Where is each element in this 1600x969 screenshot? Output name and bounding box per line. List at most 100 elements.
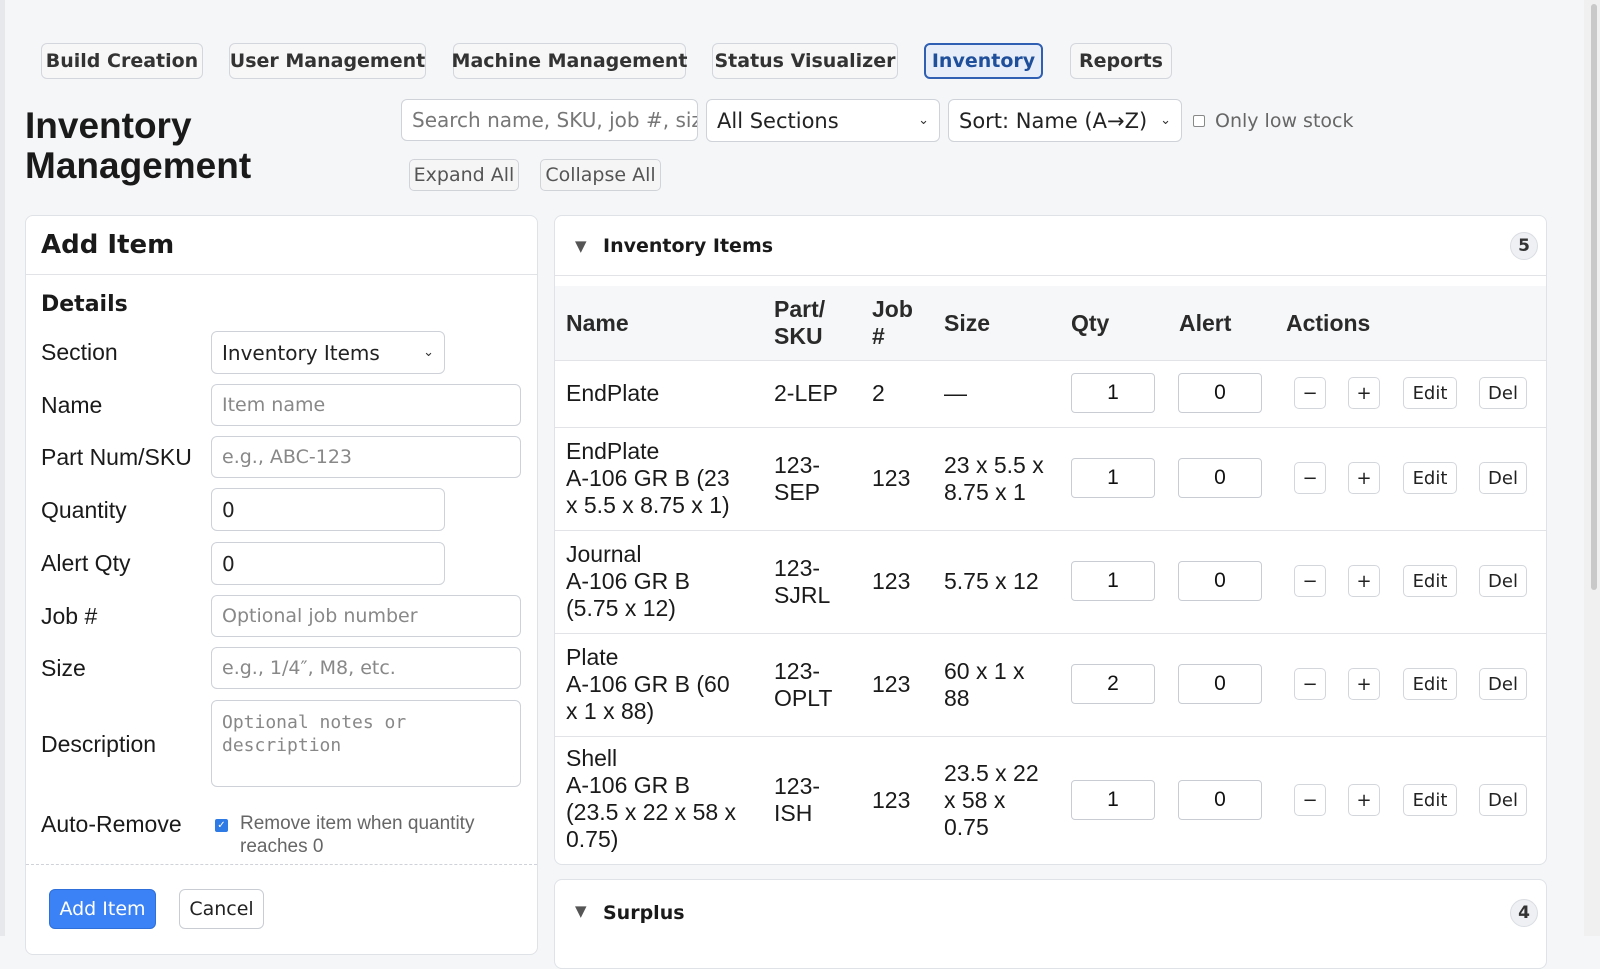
- row-name: EndPlate A-106 GR B (23 x 5.5 x 8.75 x 1…: [566, 438, 730, 519]
- section-title: Inventory Items: [603, 234, 774, 257]
- nav-tab-build-creation[interactable]: Build Creation: [41, 43, 203, 79]
- sort-select[interactable]: Sort: Name (A→Z) ⌄: [948, 99, 1182, 142]
- col-header-size: Size: [944, 310, 991, 336]
- row-name: Shell A-106 GR B (23.5 x 22 x 58 x 0.75): [566, 745, 736, 853]
- sku-input[interactable]: e.g., ABC-123: [211, 436, 521, 478]
- row-name-line: Shell: [566, 745, 618, 771]
- alert-input[interactable]: 0: [1178, 373, 1262, 413]
- auto-remove-option[interactable]: ✓ Remove item when quantity reaches 0: [215, 812, 500, 858]
- increment-button[interactable]: +: [1348, 565, 1380, 597]
- delete-button[interactable]: Del: [1479, 784, 1527, 816]
- col-header-sku-line1: Part/: [774, 296, 826, 322]
- page-left-edge: [0, 0, 5, 936]
- row-name-line: x 1 x 88): [566, 698, 655, 724]
- col-header-job-line2: #: [872, 323, 885, 349]
- qty-input[interactable]: 1: [1071, 458, 1155, 498]
- page-title: Inventory Management: [25, 106, 365, 186]
- alert-input[interactable]: 0: [1178, 561, 1262, 601]
- edit-button[interactable]: Edit: [1403, 377, 1457, 409]
- delete-button[interactable]: Del: [1479, 565, 1527, 597]
- edit-button[interactable]: Edit: [1403, 668, 1457, 700]
- alert-qty-input[interactable]: 0: [211, 542, 445, 585]
- low-stock-filter[interactable]: Only low stock: [1193, 110, 1353, 132]
- row-size: 23 x 5.5 x 8.75 x 1: [944, 452, 1044, 506]
- section-title: Surplus: [603, 902, 685, 924]
- row-sku: 2-LEP: [774, 380, 838, 407]
- row-size-line: 8.75 x 1: [944, 479, 1026, 505]
- table-row: EndPlate 2-LEP 2 — 1 0 − + Edit Del: [555, 360, 1546, 428]
- increment-button[interactable]: +: [1348, 377, 1380, 409]
- qty-input[interactable]: 2: [1071, 664, 1155, 704]
- edit-button[interactable]: Edit: [1403, 462, 1457, 494]
- row-name: Plate A-106 GR B (60 x 1 x 88): [566, 644, 730, 725]
- row-job: 2: [872, 380, 885, 406]
- row-size-line: —: [944, 380, 967, 406]
- alert-input[interactable]: 0: [1178, 458, 1262, 498]
- col-header-name: Name: [566, 310, 629, 336]
- alert-input[interactable]: 0: [1178, 780, 1262, 820]
- qty-input[interactable]: 1: [1071, 780, 1155, 820]
- page-scrollbar[interactable]: [1584, 0, 1600, 936]
- delete-button[interactable]: Del: [1479, 462, 1527, 494]
- collapse-triangle-icon[interactable]: ▼: [575, 902, 587, 920]
- decrement-button[interactable]: −: [1294, 462, 1326, 494]
- nav-tab-machine-management[interactable]: Machine Management: [452, 43, 687, 79]
- row-sku: 123- SEP: [774, 452, 820, 506]
- size-input[interactable]: e.g., 1/4″, M8, etc.: [211, 647, 521, 689]
- delete-button[interactable]: Del: [1479, 377, 1527, 409]
- nav-tab-inventory[interactable]: Inventory: [924, 43, 1043, 79]
- row-size: 23.5 x 22 x 58 x 0.75: [944, 760, 1039, 841]
- decrement-button[interactable]: −: [1294, 784, 1326, 816]
- nav-tab-user-management[interactable]: User Management: [229, 43, 426, 79]
- section-header[interactable]: ▼ Surplus 4: [555, 880, 1546, 940]
- qty-input[interactable]: 1: [1071, 561, 1155, 601]
- increment-button[interactable]: +: [1348, 462, 1380, 494]
- row-size-line: 23 x 5.5 x: [944, 452, 1044, 478]
- scrollbar-thumb[interactable]: [1591, 4, 1597, 590]
- search-input[interactable]: Search name, SKU, job #, size...: [401, 99, 698, 141]
- row-size-line: 5.75 x 12: [944, 568, 1039, 594]
- chevron-down-icon: ⌄: [423, 345, 434, 360]
- section-select[interactable]: Inventory Items ⌄: [211, 331, 445, 374]
- quantity-input[interactable]: 0: [211, 488, 445, 531]
- nav-tab-reports[interactable]: Reports: [1070, 43, 1172, 79]
- decrement-button[interactable]: −: [1294, 668, 1326, 700]
- row-name-line: A-106 GR B (23: [566, 465, 730, 491]
- row-name-line: 0.75): [566, 826, 619, 852]
- collapse-triangle-icon[interactable]: ▼: [575, 236, 587, 255]
- edit-button[interactable]: Edit: [1403, 784, 1457, 816]
- table-header: Name Part/ SKU Job # Size Qty Alert Acti…: [555, 286, 1546, 361]
- row-name-line: Plate: [566, 644, 619, 670]
- low-stock-checkbox[interactable]: [1193, 115, 1205, 127]
- increment-button[interactable]: +: [1348, 668, 1380, 700]
- cancel-button[interactable]: Cancel: [179, 889, 264, 929]
- row-sku-line: 2-LEP: [774, 380, 838, 406]
- job-input[interactable]: Optional job number: [211, 595, 521, 637]
- qty-input[interactable]: 1: [1071, 373, 1155, 413]
- increment-button[interactable]: +: [1348, 784, 1380, 816]
- description-label: Description: [41, 731, 157, 757]
- delete-button[interactable]: Del: [1479, 668, 1527, 700]
- decrement-button[interactable]: −: [1294, 565, 1326, 597]
- row-size-line: 23.5 x 22: [944, 760, 1039, 786]
- description-textarea[interactable]: Optional notes or description: [211, 700, 521, 787]
- auto-remove-checkbox[interactable]: ✓: [215, 819, 228, 832]
- page-title-line2: Management: [25, 145, 252, 186]
- section-header[interactable]: ▼ Inventory Items 5: [555, 216, 1546, 276]
- row-sku-line: SEP: [774, 479, 821, 505]
- collapse-all-button[interactable]: Collapse All: [540, 159, 661, 191]
- row-size-line: 60 x 1 x: [944, 658, 1025, 684]
- auto-remove-text: Remove item when quantity reaches 0: [240, 813, 475, 857]
- nav-tab-status-visualizer[interactable]: Status Visualizer: [712, 43, 898, 79]
- size-label: Size: [41, 655, 86, 681]
- alert-input[interactable]: 0: [1178, 664, 1262, 704]
- row-name-line: EndPlate: [566, 380, 660, 406]
- expand-all-button[interactable]: Expand All: [409, 159, 519, 191]
- decrement-button[interactable]: −: [1294, 377, 1326, 409]
- add-item-button[interactable]: Add Item: [49, 889, 156, 929]
- row-size: 5.75 x 12: [944, 568, 1039, 595]
- name-input[interactable]: Item name: [211, 384, 521, 426]
- edit-button[interactable]: Edit: [1403, 565, 1457, 597]
- row-name-line: EndPlate: [566, 438, 660, 464]
- section-filter-select[interactable]: All Sections ⌄: [706, 99, 940, 142]
